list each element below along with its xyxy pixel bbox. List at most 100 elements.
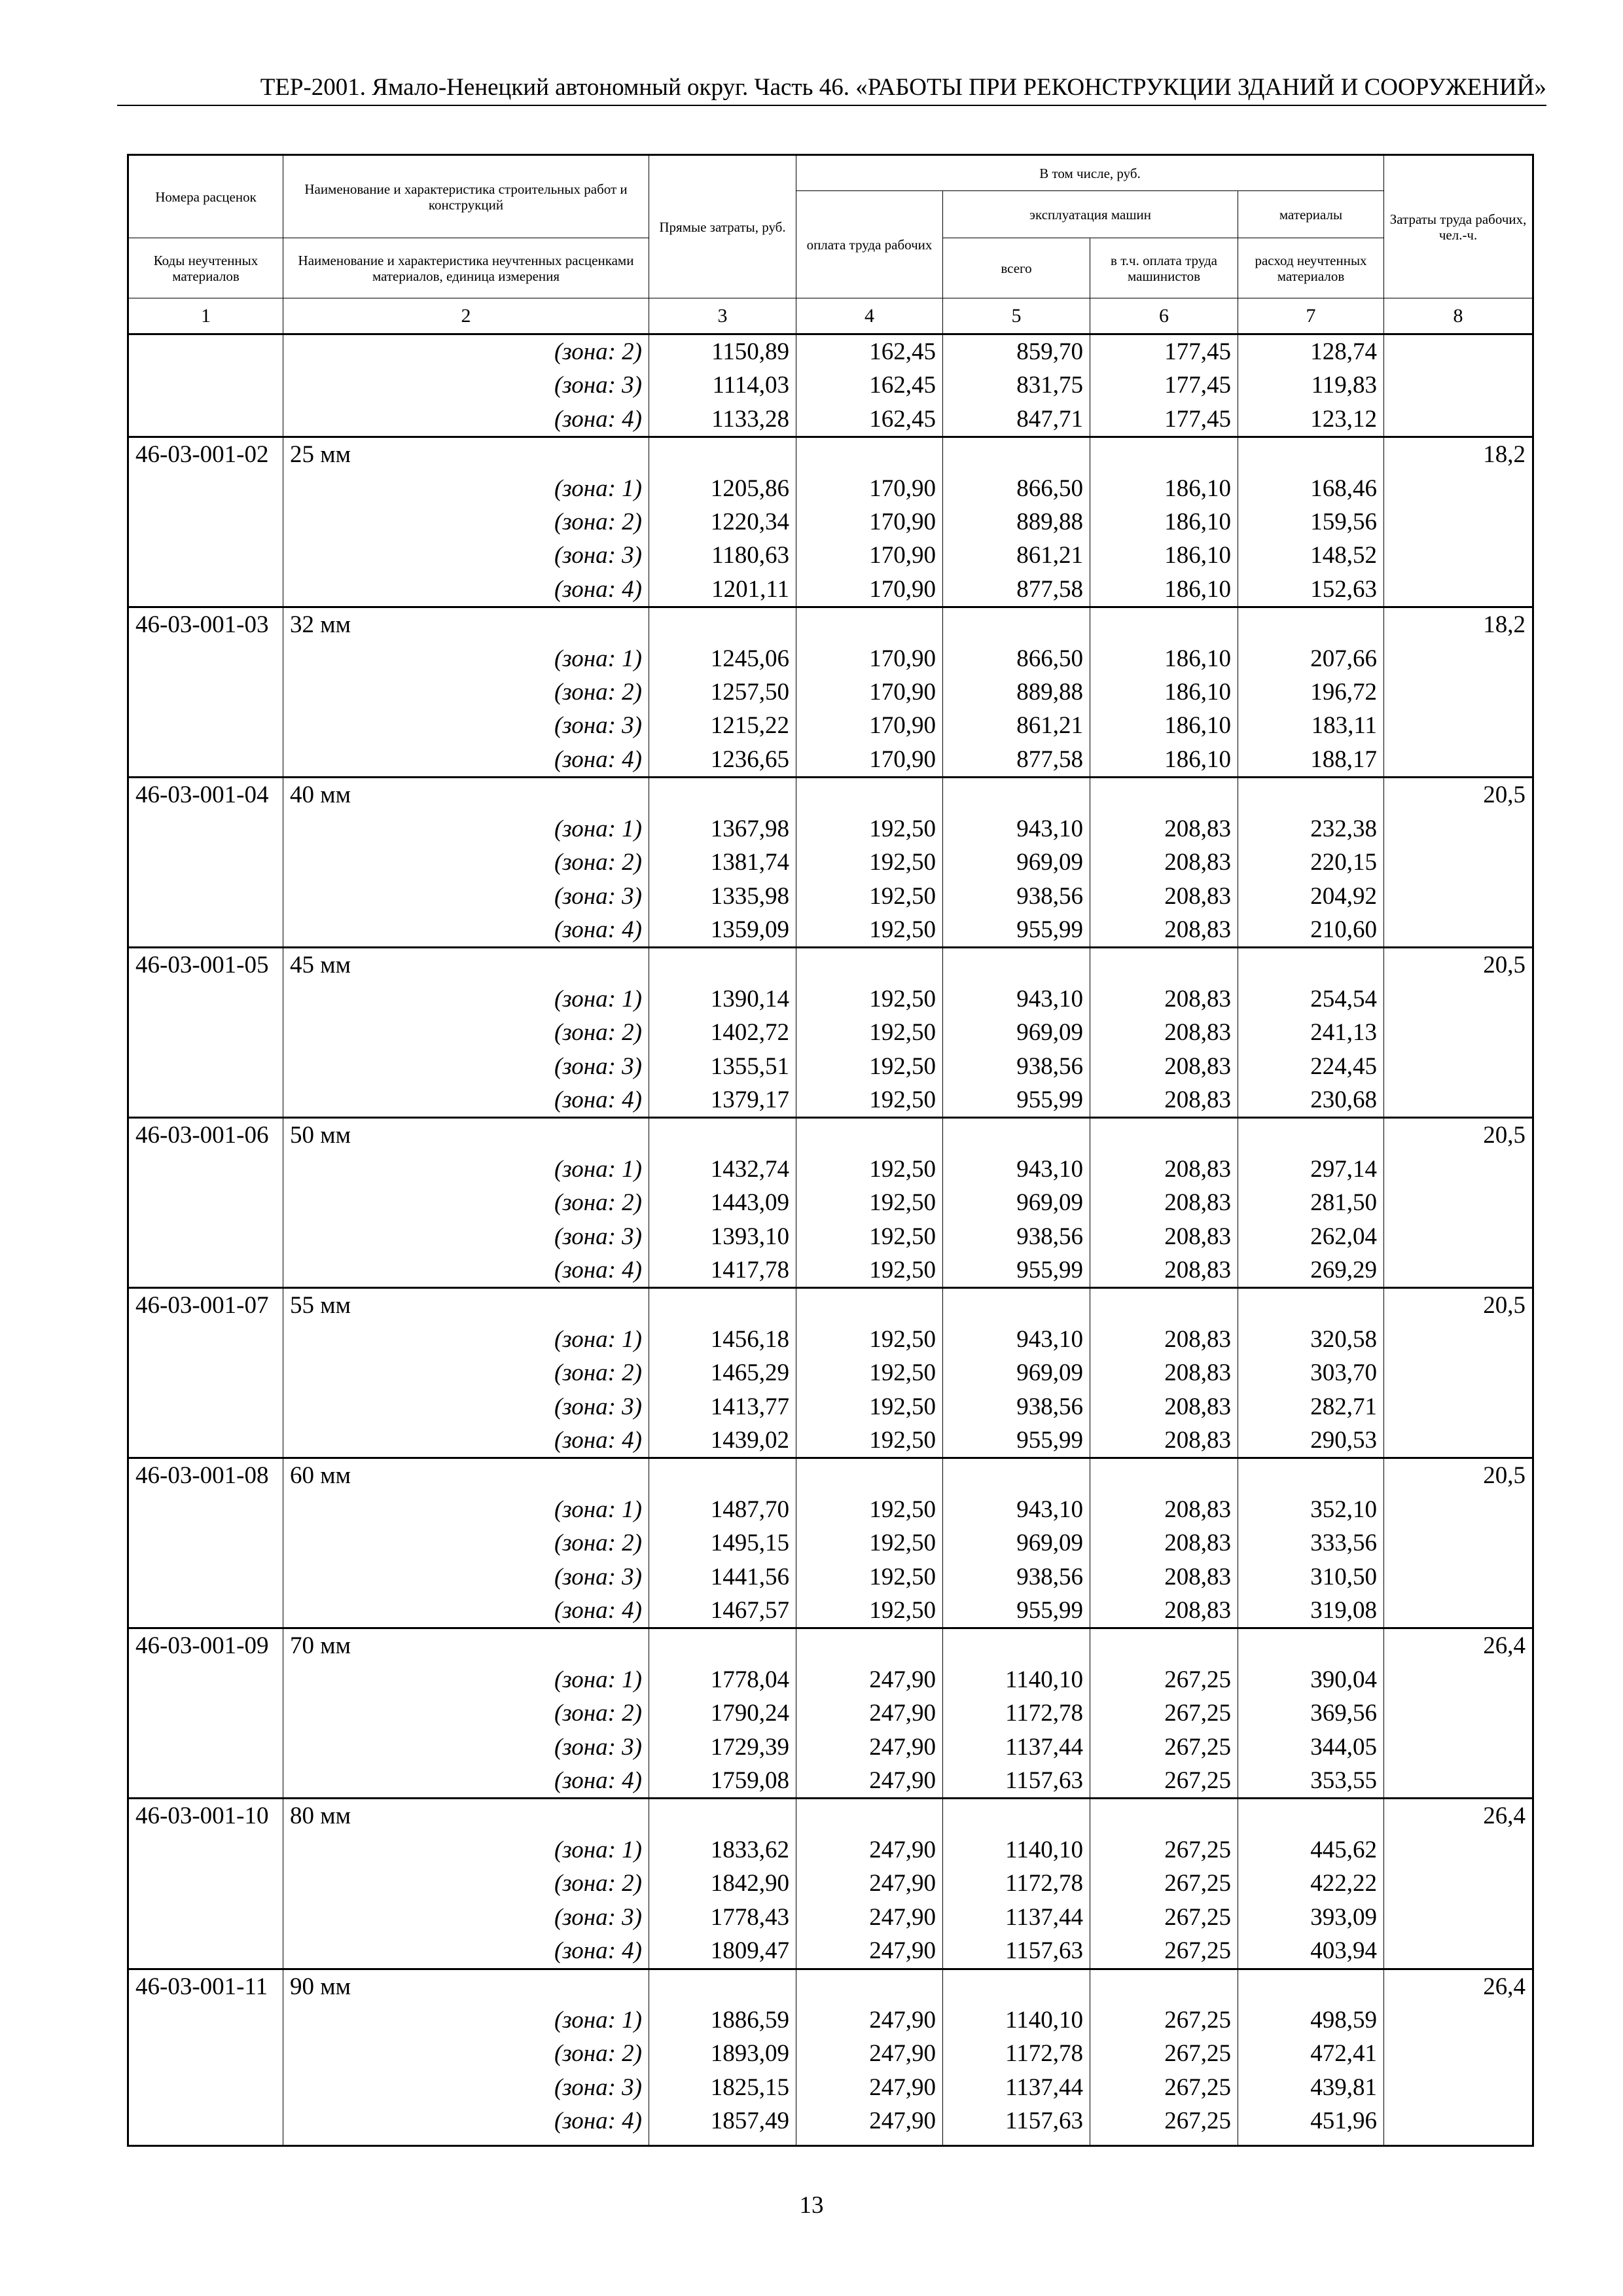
- machinist-pay-cell: 186,10: [1090, 572, 1238, 607]
- worker-pay-cell: 192,50: [796, 912, 943, 948]
- machinist-pay-cell: 208,83: [1090, 1560, 1238, 1594]
- labor-cost: 20,5: [1383, 1117, 1534, 1153]
- labor-cell: [1383, 2003, 1534, 2037]
- empty-cell: [1237, 1627, 1385, 1663]
- column-number: 7: [1237, 298, 1385, 335]
- labor-cost: 26,4: [1383, 1627, 1534, 1663]
- worker-pay-cell: 170,90: [796, 742, 943, 778]
- machinist-pay-cell: 208,83: [1090, 1424, 1238, 1458]
- labor-cell: [1383, 1219, 1534, 1253]
- materials-cost-cell: 204,92: [1237, 879, 1385, 913]
- labor-cell: [1383, 1900, 1534, 1935]
- direct-costs-cell: 1833,62: [649, 1833, 796, 1867]
- empty-cell: [796, 946, 943, 982]
- zone-label: (зона: 4): [283, 402, 649, 437]
- column-number: 3: [649, 298, 796, 335]
- machines-total-cell: 938,56: [942, 1390, 1090, 1424]
- column-number: 4: [796, 298, 943, 335]
- code-cell: [128, 2003, 283, 2037]
- empty-cell: [1237, 1967, 1385, 2003]
- machinist-pay-cell: 208,83: [1090, 1253, 1238, 1288]
- machines-total-cell: 1172,78: [942, 1696, 1090, 1731]
- machines-total-cell: 938,56: [942, 879, 1090, 913]
- labor-cell: [1383, 1152, 1534, 1187]
- zone-label: (зона: 4): [283, 1083, 649, 1118]
- worker-pay-cell: 192,50: [796, 846, 943, 880]
- code-cell: [128, 334, 283, 369]
- direct-costs-cell: 1201,11: [649, 572, 796, 607]
- machines-total-cell: 1157,63: [942, 2104, 1090, 2146]
- worker-pay-cell: 192,50: [796, 1424, 943, 1458]
- table-row: (зона: 3) 1355,51 192,50 938,56 208,83 224,45: [128, 1049, 1534, 1083]
- table-row: (зона: 4) 1236,65 170,90 877,58 186,10 188,17: [128, 742, 1534, 778]
- machines-total-cell: 938,56: [942, 1560, 1090, 1594]
- labor-cell: [1383, 1560, 1534, 1594]
- materials-cost-cell: 232,38: [1237, 812, 1385, 846]
- direct-costs-cell: 1857,49: [649, 2104, 796, 2146]
- materials-cost-cell: 310,50: [1237, 1560, 1385, 1594]
- worker-pay-cell: 192,50: [796, 1219, 943, 1253]
- machines-total-cell: 943,10: [942, 1492, 1090, 1527]
- rate-name: 25 мм: [283, 436, 649, 472]
- table-row: (зона: 1) 1245,06 170,90 866,50 186,10 207,66: [128, 641, 1534, 676]
- materials-cost-cell: 262,04: [1237, 1219, 1385, 1253]
- empty-cell: [1090, 606, 1238, 642]
- labor-cell: [1383, 402, 1534, 437]
- machines-total-cell: 866,50: [942, 471, 1090, 506]
- materials-cost-cell: 220,15: [1237, 846, 1385, 880]
- table-row: (зона: 3) 1413,77 192,50 938,56 208,83 282,71: [128, 1390, 1534, 1424]
- direct-costs-cell: 1886,59: [649, 2003, 796, 2037]
- empty-cell: [649, 1627, 796, 1663]
- labor-cell: [1383, 1253, 1534, 1288]
- labor-cell: [1383, 1730, 1534, 1765]
- column-number: 5: [942, 298, 1090, 335]
- materials-cost-cell: 472,41: [1237, 2037, 1385, 2071]
- worker-pay-cell: 192,50: [796, 812, 943, 846]
- machines-total-cell: 866,50: [942, 641, 1090, 676]
- code-cell: [128, 1730, 283, 1765]
- empty-cell: [1237, 1287, 1385, 1323]
- rate-code: 46-03-001-05: [128, 946, 283, 982]
- worker-pay-cell: 192,50: [796, 1356, 943, 1390]
- empty-cell: [1237, 606, 1385, 642]
- labor-cell: [1383, 368, 1534, 403]
- materials-cost-cell: 353,55: [1237, 1764, 1385, 1799]
- empty-cell: [1090, 1457, 1238, 1493]
- labor-cost: 20,5: [1383, 776, 1534, 812]
- machinist-pay-cell: 208,83: [1090, 1049, 1238, 1083]
- materials-cost-cell: 498,59: [1237, 2003, 1385, 2037]
- labor-cell: [1383, 2104, 1534, 2146]
- machines-total-cell: 955,99: [942, 912, 1090, 948]
- machinist-pay-cell: 267,25: [1090, 1764, 1238, 1799]
- rate-name: 50 мм: [283, 1117, 649, 1153]
- worker-pay-cell: 247,90: [796, 2003, 943, 2037]
- empty-cell: [649, 946, 796, 982]
- machinist-pay-cell: 186,10: [1090, 742, 1238, 778]
- machines-total-cell: 861,21: [942, 709, 1090, 743]
- direct-costs-cell: 1215,22: [649, 709, 796, 743]
- direct-costs-cell: 1439,02: [649, 1424, 796, 1458]
- machinist-pay-cell: 267,25: [1090, 2070, 1238, 2105]
- direct-costs-cell: 1443,09: [649, 1186, 796, 1220]
- labor-cell: [1383, 1764, 1534, 1799]
- empty-cell: [649, 1967, 796, 2003]
- empty-cell: [1237, 946, 1385, 982]
- direct-costs-cell: 1257,50: [649, 675, 796, 709]
- direct-costs-cell: 1441,56: [649, 1560, 796, 1594]
- machines-total-cell: 1137,44: [942, 1900, 1090, 1935]
- worker-pay-cell: 192,50: [796, 1152, 943, 1187]
- machinist-pay-cell: 208,83: [1090, 1219, 1238, 1253]
- machinist-pay-cell: 267,25: [1090, 1934, 1238, 1969]
- worker-pay-cell: 247,90: [796, 2104, 943, 2146]
- materials-cost-cell: 439,81: [1237, 2070, 1385, 2105]
- labor-cell: [1383, 1186, 1534, 1220]
- table-row: (зона: 1) 1205,86 170,90 866,50 186,10 168,46: [128, 471, 1534, 506]
- header-direct-costs: Прямые затраты, руб.: [649, 154, 796, 298]
- materials-cost-cell: 319,08: [1237, 1594, 1385, 1628]
- machines-total-cell: 943,10: [942, 982, 1090, 1016]
- column-number: 6: [1090, 298, 1238, 335]
- empty-cell: [942, 776, 1090, 812]
- worker-pay-cell: 170,90: [796, 572, 943, 607]
- worker-pay-cell: 247,90: [796, 1833, 943, 1867]
- zone-label: (зона: 3): [283, 539, 649, 573]
